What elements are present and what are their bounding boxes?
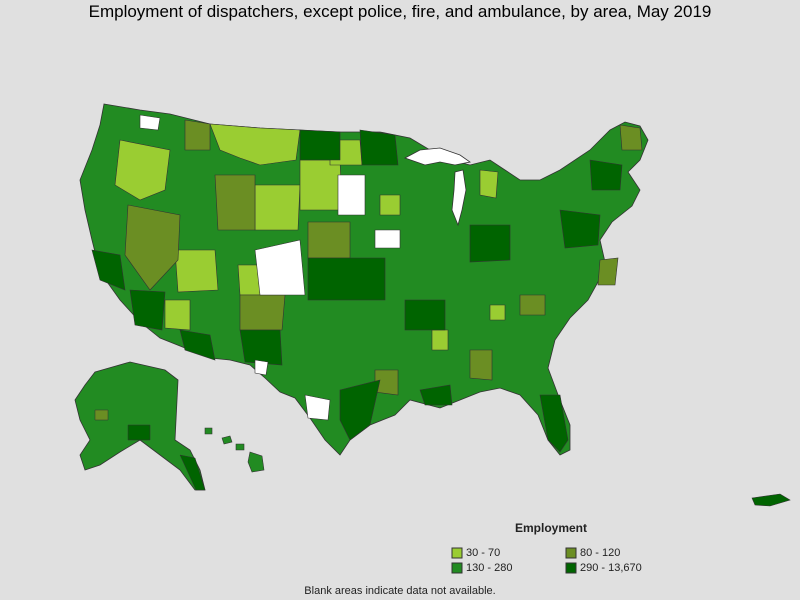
legend-swatch-80-120 <box>565 547 577 559</box>
legend-item-290-13670: 290 - 13,670 <box>580 562 642 574</box>
footnote: Blank areas indicate data not available. <box>304 585 496 597</box>
lake-michigan <box>451 169 467 227</box>
puerto-rico-shape <box>751 493 791 507</box>
legend-title: Employment <box>515 521 588 535</box>
legend-swatch-30-70 <box>451 547 463 559</box>
legend-label: 80 - 120 <box>580 547 621 559</box>
region-overlays <box>91 114 643 453</box>
legend-item-30-70: 30 - 70 <box>466 547 500 559</box>
hawaii-shape <box>204 427 265 473</box>
legend-item-80-120: 80 - 120 <box>580 547 620 559</box>
legend-swatch-290-13670 <box>565 562 577 574</box>
legend-swatch-130-280 <box>451 562 463 574</box>
map-title: Employment of dispatchers, except police… <box>88 2 712 21</box>
legend-label: 130 - 280 <box>466 562 513 574</box>
legend-label: 290 - 13,670 <box>580 562 642 574</box>
lake-superior <box>404 147 471 166</box>
legend-item-130-280: 130 - 280 <box>466 562 512 574</box>
legend-label: 30 - 70 <box>466 547 501 559</box>
